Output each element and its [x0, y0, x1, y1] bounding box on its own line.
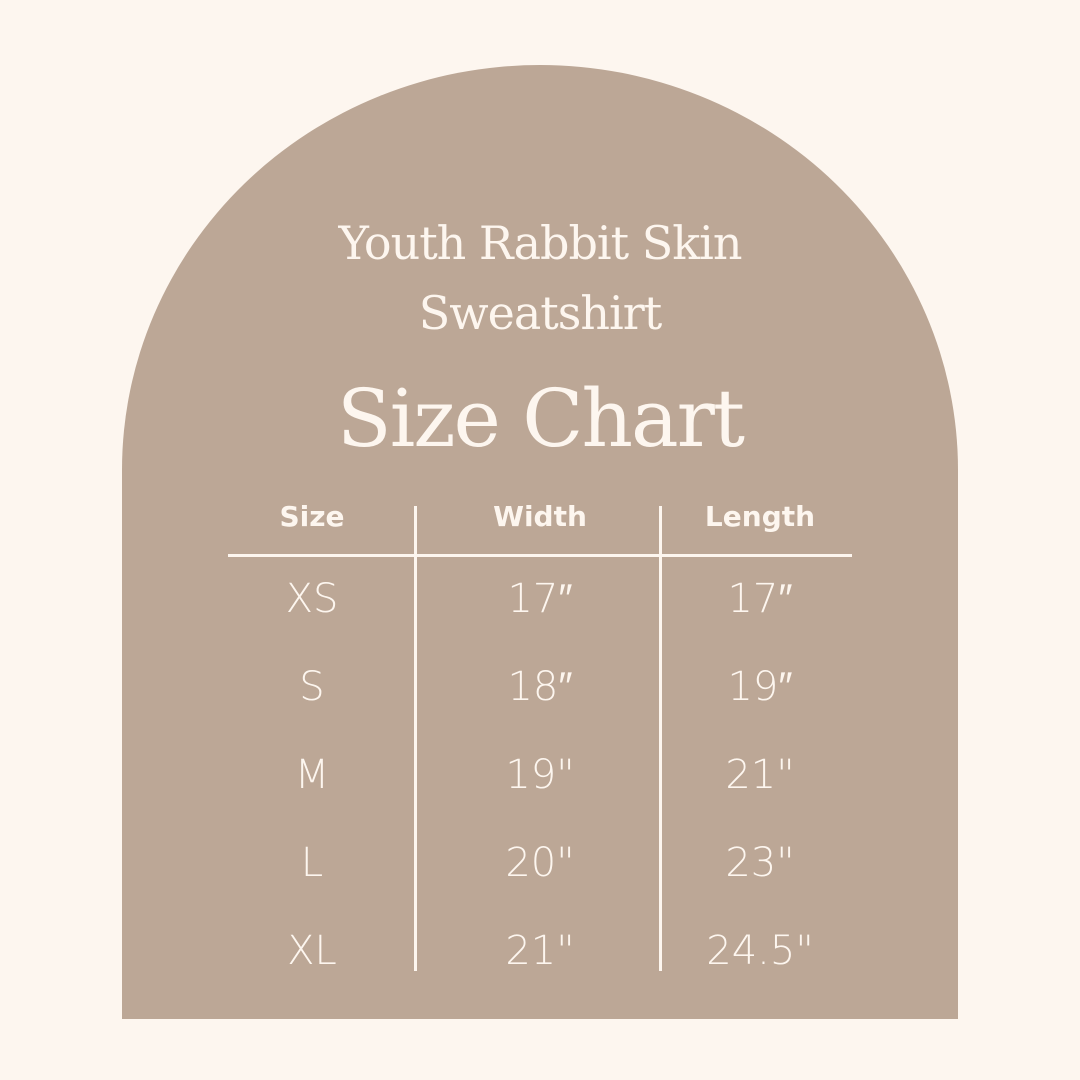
cell-size: M	[294, 752, 330, 798]
arch-background	[122, 65, 958, 1019]
cell-length: 17″	[727, 576, 793, 622]
cell-width: 21"	[505, 928, 575, 974]
cell-length: 21"	[725, 752, 795, 798]
cell-width: 20"	[505, 840, 575, 886]
cell-size: L	[300, 840, 324, 886]
header-divider	[228, 554, 852, 557]
cell-size: XS	[285, 576, 339, 622]
header-size: Size	[279, 500, 345, 533]
title-line-2: Sweatshirt	[418, 286, 662, 340]
cell-width: 19"	[505, 752, 575, 798]
cell-width: 17″	[507, 576, 573, 622]
page-title: Size Chart	[336, 372, 745, 465]
cell-width: 18″	[507, 664, 573, 710]
header-length: Length	[704, 500, 816, 533]
column-divider	[414, 506, 417, 971]
cell-size: XL	[287, 928, 337, 974]
cell-length: 23"	[725, 840, 795, 886]
header-width: Width	[493, 500, 587, 533]
cell-size: S	[299, 664, 325, 710]
title-line-1: Youth Rabbit Skin	[338, 216, 743, 270]
cell-length: 19″	[727, 664, 793, 710]
column-divider	[659, 506, 662, 971]
cell-length: 24.5"	[706, 928, 814, 974]
